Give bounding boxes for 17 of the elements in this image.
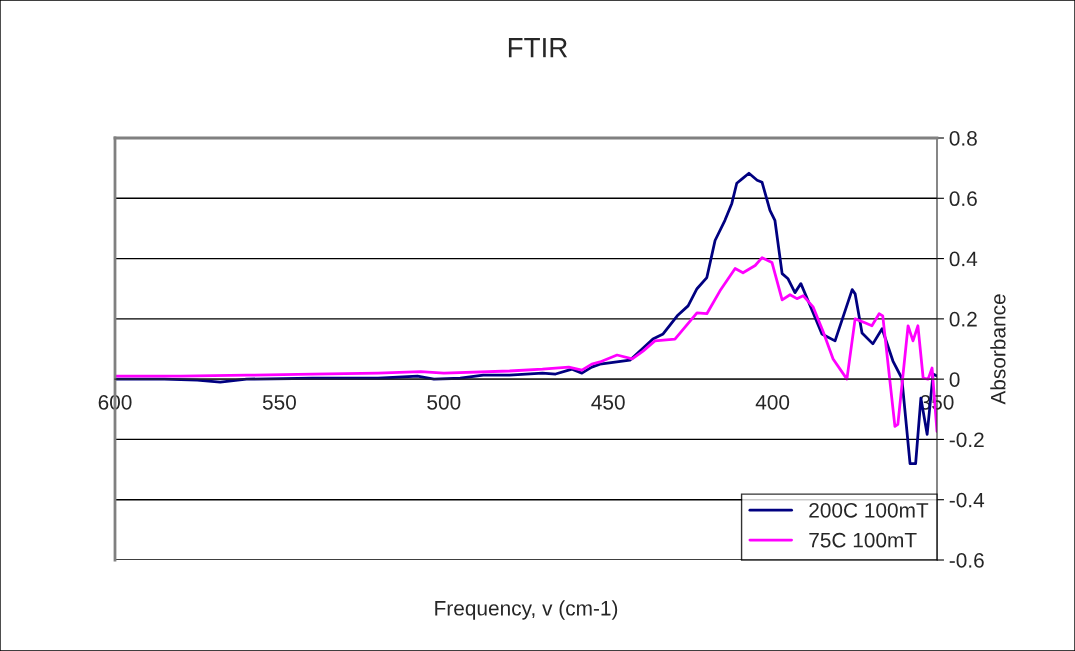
y-tick-label: 0.4 [949, 251, 978, 267]
y-axis-title: Absorbance [990, 294, 1006, 405]
y-tick-label: -0.4 [949, 492, 985, 508]
x-tick-label: 450 [591, 394, 625, 410]
y-tick-label: -0.2 [949, 432, 984, 448]
y-tick-label: 0.8 [949, 131, 977, 146]
x-tick-label: 550 [262, 394, 296, 410]
chart-title: FTIR [508, 38, 568, 58]
x-tick-label: 500 [427, 394, 461, 410]
y-tick-label: 0.6 [949, 191, 977, 207]
y-tick-label: -0.6 [949, 553, 984, 568]
legend-label: 75C 100mT [809, 532, 917, 548]
x-axis-title: Frequency, v (cm-1) [435, 600, 618, 620]
y-tick-label: 0.2 [949, 311, 977, 327]
legend-label: 200C 100mT [809, 502, 929, 518]
x-tick-label: 400 [755, 394, 790, 410]
y-tick-label: 0 [949, 372, 960, 387]
